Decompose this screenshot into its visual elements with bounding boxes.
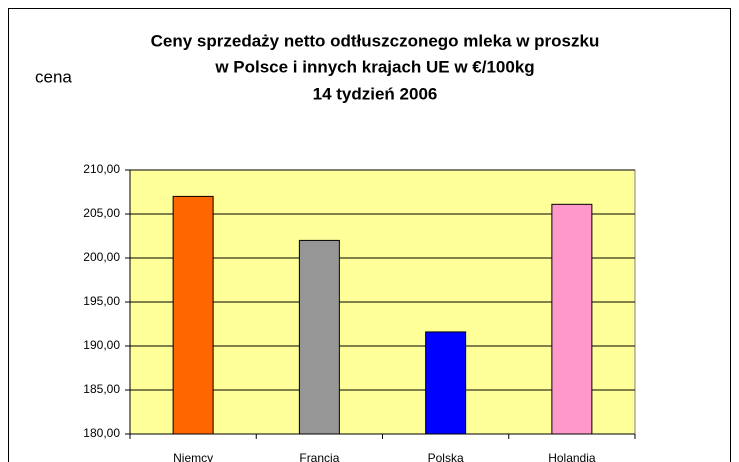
- chart-title: 14 tydzień 2006: [313, 84, 438, 103]
- y-tick-label: 190,00: [83, 338, 120, 352]
- y-tick-label: 195,00: [83, 294, 120, 308]
- y-tick-label: 180,00: [83, 426, 120, 440]
- chart-title: w Polsce i innych krajach UE w €/100kg: [214, 57, 534, 76]
- bar: [298, 239, 340, 435]
- x-tick-label: Niemcy: [173, 451, 213, 462]
- x-tick-label: Polska: [428, 451, 464, 462]
- y-tick-label: 200,00: [83, 250, 120, 264]
- bar: [551, 203, 593, 435]
- x-tick-label: Holandia: [548, 451, 596, 462]
- x-tick-label: Francja: [299, 451, 339, 462]
- y-axis-label: cena: [35, 67, 72, 86]
- bar: [172, 195, 214, 435]
- y-tick-label: 185,00: [83, 382, 120, 396]
- y-tick-label: 210,00: [83, 162, 120, 176]
- chart-title: Ceny sprzedaży netto odtłuszczonego mlek…: [151, 31, 600, 50]
- y-tick-label: 205,00: [83, 206, 120, 220]
- bar: [425, 331, 467, 435]
